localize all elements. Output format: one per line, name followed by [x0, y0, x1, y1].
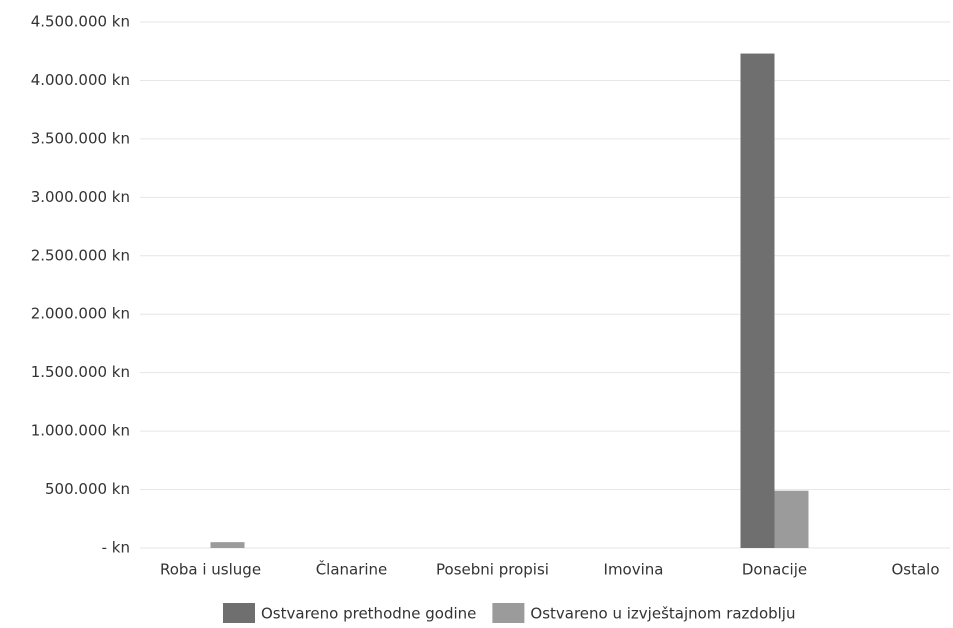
- legend-swatch: [223, 603, 255, 623]
- x-tick-label: Ostalo: [891, 561, 939, 579]
- x-tick-label: Članarine: [316, 560, 388, 579]
- y-tick-label: 2.500.000 kn: [31, 246, 130, 264]
- y-tick-label: 1.500.000 kn: [31, 363, 130, 381]
- x-tick-label: Posebni propisi: [436, 561, 549, 579]
- legend-label: Ostvareno u izvještajnom razdoblju: [530, 605, 795, 623]
- y-tick-label: 4.500.000 kn: [31, 13, 130, 31]
- x-tick-label: Imovina: [604, 561, 664, 579]
- bar: [210, 542, 245, 548]
- bar: [740, 53, 775, 549]
- y-tick-label: 3.000.000 kn: [31, 188, 130, 206]
- x-tick-label: Donacije: [742, 561, 807, 579]
- legend-label: Ostvareno prethodne godine: [261, 605, 476, 623]
- bar: [774, 490, 809, 548]
- y-tick-label: 4.000.000 kn: [31, 71, 130, 89]
- y-tick-label: 2.000.000 kn: [31, 305, 130, 323]
- y-tick-label: 3.500.000 kn: [31, 129, 130, 147]
- x-tick-label: Roba i usluge: [160, 561, 261, 579]
- y-tick-label: - kn: [102, 539, 130, 557]
- y-tick-label: 1.000.000 kn: [31, 422, 130, 440]
- y-tick-label: 500.000 kn: [45, 480, 130, 498]
- legend-swatch: [492, 603, 525, 623]
